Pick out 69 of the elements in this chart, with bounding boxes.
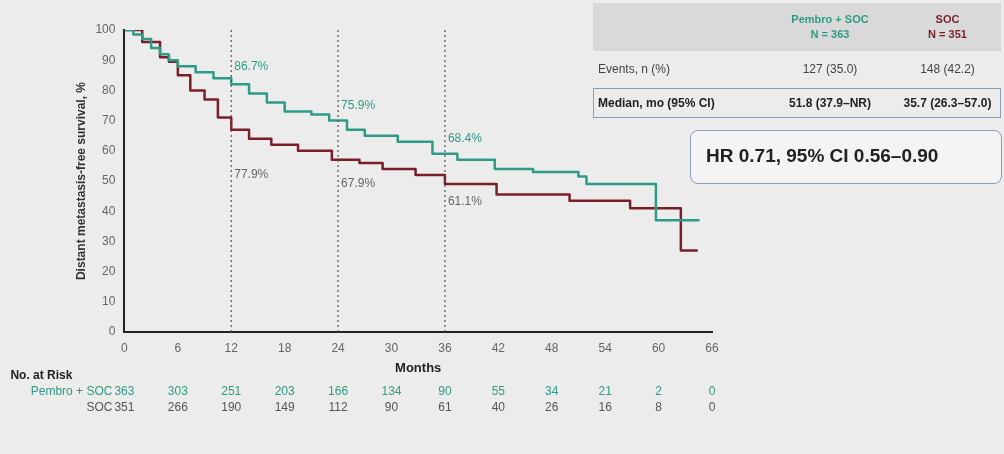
text: SOC [86,400,113,415]
text: N = 363 [809,28,851,40]
text: 34 [545,384,559,399]
y-tick-label: 30 [102,233,116,248]
text: 303 [167,384,189,399]
x-tick-label: 24 [331,340,346,355]
text: 266 [167,400,189,415]
text: 134 [381,384,402,399]
annotation: HR 0.71, 95% CI 0.56–0.90 [706,145,939,167]
y-tick-label: 50 [102,173,116,188]
text: 2 [655,384,663,399]
text: 21 [598,384,613,399]
text: 51.8 (37.9–NR) [787,96,872,110]
y-tick-label: 40 [102,203,116,218]
annotation: 77.9% [234,167,269,182]
x-tick-label: 12 [224,340,239,355]
y-tick-label: 100 [95,22,116,37]
text: Pembro + SOC [790,13,870,25]
text: 90 [384,400,399,415]
y-tick-label: 10 [102,294,116,309]
y-tick-label: 80 [102,82,116,97]
y-tick-label: 90 [102,52,116,67]
text: 0 [708,384,716,399]
y-tick-label: 70 [102,112,116,127]
x-tick-label: 18 [277,340,292,355]
annotation: 67.9% [341,176,376,191]
x-tick-label: 42 [491,340,506,355]
text: 363 [114,384,135,399]
annotation: 61.1% [447,194,483,209]
text: 90 [438,384,452,399]
x-tick-label: 36 [438,340,452,355]
text: 0 [708,400,716,415]
text: N = 351 [927,28,968,40]
annotation: 86.7% [234,58,269,73]
y-axis-title: Distant metastasis-free survival, % [73,81,88,281]
x-tick-label: 60 [651,340,666,355]
y-tick-label: 60 [102,143,116,158]
text: 148 (42.2) [919,62,976,76]
text: SOC [934,13,961,25]
text: 61 [438,400,452,415]
text: 127 (35.0) [801,62,859,76]
text: 251 [221,384,242,399]
annotation: 75.9% [341,97,376,112]
x-tick-label: 30 [384,340,399,355]
text: 190 [221,400,242,415]
text: 112 [328,400,348,415]
text: No. at Risk [10,368,73,383]
x-tick-label: 54 [598,340,613,355]
text: 8 [655,400,663,415]
y-tick-label: 0 [108,324,116,339]
text: 16 [598,400,613,415]
text: 35.7 (26.3–57.0) [902,96,993,110]
x-tick-label: 48 [545,340,559,355]
text: Pembro + SOC [30,384,113,399]
text: 149 [274,400,295,415]
text: 351 [114,400,135,415]
text: 166 [328,384,349,399]
annotation: Events, n (%) [598,62,671,76]
x-tick-label: 6 [174,340,182,355]
text: 26 [545,400,559,415]
text: 203 [274,384,295,399]
text: 55 [491,384,506,399]
x-tick-label: 66 [705,340,719,355]
x-axis-title: Months [395,359,442,375]
x-tick-label: 0 [121,340,129,355]
y-tick-label: 20 [102,263,116,278]
text: 40 [491,400,506,415]
annotation: Median, mo (95% CI) [598,96,715,110]
annotation: 68.4% [447,131,483,146]
